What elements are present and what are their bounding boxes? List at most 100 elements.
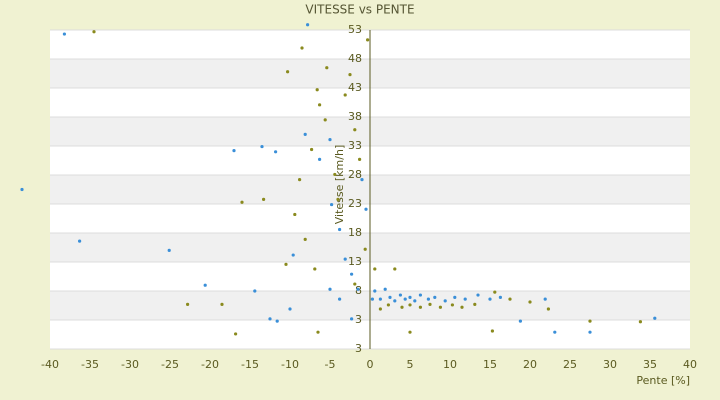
scatter-point [460,305,464,309]
x-tick-label: -40 [41,358,59,371]
scatter-point [291,253,295,257]
scatter-point [393,267,397,271]
scatter-point [330,202,334,207]
y-tick-label: 33 [348,139,362,152]
scatter-point [284,262,288,266]
scatter-point [476,293,480,297]
y-tick-label: 18 [348,226,362,239]
scatter-point [398,293,402,297]
scatter-point [313,267,317,271]
scatter-point [323,118,327,122]
scatter-point [348,73,352,77]
scatter-point [546,307,551,311]
scatter-point [393,299,397,303]
scatter-point [353,128,357,132]
x-tick-label: 20 [523,358,537,371]
scatter-point [488,297,492,301]
scatter-point [463,297,467,301]
scatter-point [343,93,347,97]
scatter-point [360,178,364,182]
scatter-point [350,272,354,276]
chart-title: VITESSE vs PENTE [305,3,414,17]
x-tick-label: -35 [81,358,99,371]
scatter-point [553,330,557,334]
x-tick-label: 35 [643,358,657,371]
scatter-point [303,132,307,136]
scatter-point [186,302,190,306]
x-tick-label: -25 [161,358,179,371]
x-tick-label: 15 [483,358,497,371]
scatter-point [300,46,304,50]
x-tick-label: -20 [201,358,219,371]
scatter-point [453,295,457,299]
x-tick-label: -10 [281,358,299,371]
y-tick-label: 23 [348,197,362,210]
scatter-point [203,283,207,287]
y-tick-label: 3 [355,313,362,326]
scatter-point [336,197,340,201]
scatter-point [373,289,377,293]
scatter-point [518,319,523,323]
scatter-point [328,138,332,142]
x-tick-label: 5 [407,358,414,371]
scatter-point [428,302,432,306]
y-tick-label: 28 [348,168,362,181]
scatter-point [450,303,454,307]
scatter-point [353,282,357,286]
scatter-point [400,305,404,309]
scatter-point [298,178,302,182]
scatter-point [92,30,96,34]
scatter-point [490,329,494,333]
x-tick-label: 30 [603,358,617,371]
scatter-point [638,320,643,324]
scatter-point [378,307,382,311]
scatter-point [408,295,412,299]
scatter-point [268,317,272,321]
scatter-point [315,88,319,92]
scatter-point [418,293,422,297]
y-tick-label: 13 [348,255,362,268]
scatter-point [286,70,290,74]
scatter-point [274,150,278,154]
scatter-point [338,297,342,301]
scatter-point [383,287,387,291]
scatter-point [473,302,477,306]
scatter-point [443,299,447,303]
x-tick-label: 10 [443,358,457,371]
scatter-point [78,239,82,243]
scatter-point [293,212,297,217]
scatter-point [328,287,332,291]
scatter-point [333,172,337,177]
scatter-point [408,303,412,307]
scatter-point [303,237,307,241]
scatter-point [356,287,360,291]
scatter-point [20,187,24,192]
scatter-point [262,197,266,201]
scatter-point [316,330,320,334]
x-axis-label: Pente [%] [636,374,690,387]
scatter-point [240,200,244,204]
scatter-point [413,299,417,303]
scatter-point [438,305,442,309]
scatter-point [220,302,224,306]
scatter-point [543,297,547,301]
scatter-point [260,144,264,149]
scatter-point [433,295,437,299]
scatter-point [370,297,374,301]
scatter-point [318,157,322,161]
x-tick-label: -15 [241,358,259,371]
scatter-point [426,297,430,301]
x-tick-label: -5 [325,358,336,371]
scatter-point [498,295,502,299]
scatter-point [388,295,392,299]
scatter-point [528,300,532,304]
scatter-point [306,23,310,27]
scatter-point [318,103,322,107]
scatter-point [275,319,279,323]
scatter-point [653,316,657,320]
x-tick-label: 25 [563,358,577,371]
scatter-point [403,297,407,301]
scatter-point [588,319,592,323]
y-tick-label: 48 [348,52,362,65]
